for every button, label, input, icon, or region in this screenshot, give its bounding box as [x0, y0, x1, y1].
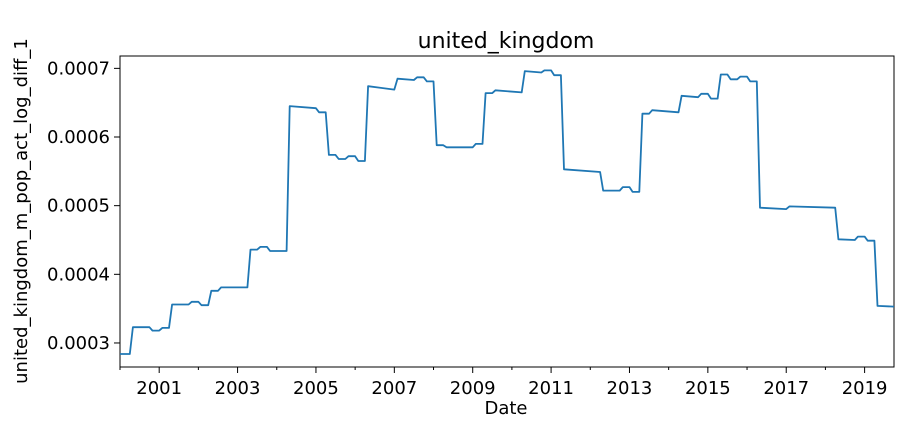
- x-axis: 2001 2003 2005 2007 2009 2011 2013 2015 2017 2019: [136, 367, 888, 399]
- y-axis: 0.0003 0.0004 0.0005 0.0006 0.0007: [47, 58, 120, 354]
- x-tick-label: 2013: [607, 378, 653, 399]
- y-axis-label: united_kingdom_m_pop_act_log_diff_1: [11, 38, 32, 384]
- x-tick-label: 2009: [450, 378, 496, 399]
- y-tick-label: 0.0007: [47, 58, 110, 79]
- chart-title: united_kingdom: [418, 29, 595, 54]
- x-tick-label: 2015: [685, 378, 731, 399]
- x-minor-ticks: [119, 367, 826, 370]
- plot-frame: [119, 55, 895, 368]
- x-tick-label: 2001: [136, 378, 182, 399]
- y-tick-label: 0.0005: [47, 196, 110, 217]
- x-tick-label: 2011: [528, 378, 574, 399]
- x-tick-label: 2005: [293, 378, 339, 399]
- series-line: [120, 69, 895, 355]
- y-tick-label: 0.0003: [47, 333, 110, 354]
- x-tick-label: 2019: [842, 378, 888, 399]
- y-tick-label: 0.0004: [47, 264, 110, 285]
- x-tick-label: 2007: [371, 378, 417, 399]
- x-axis-label: Date: [484, 398, 527, 419]
- x-tick-label: 2017: [763, 378, 809, 399]
- y-tick-label: 0.0006: [47, 127, 110, 148]
- x-tick-label: 2003: [215, 378, 261, 399]
